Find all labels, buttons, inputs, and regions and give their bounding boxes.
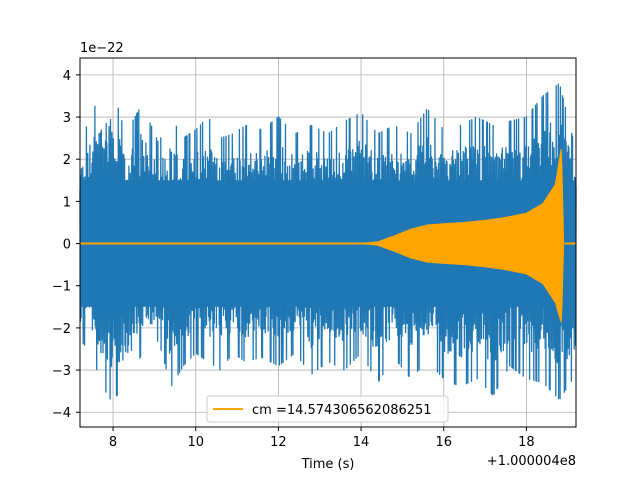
y-tick-label: −3 bbox=[52, 364, 71, 379]
x-tick-label: 12 bbox=[270, 435, 287, 450]
x-tick-label: 14 bbox=[353, 435, 370, 450]
y-axis: −4 −3 −2 −1 0 1 2 3 4 bbox=[52, 69, 80, 421]
y-scale-text: 1e−22 bbox=[80, 41, 124, 56]
legend: cm =14.574306562086251 bbox=[206, 395, 449, 423]
y-tick-label: 2 bbox=[63, 153, 71, 168]
x-tick-label: 10 bbox=[187, 435, 204, 450]
y-tick-label: −1 bbox=[52, 280, 71, 295]
x-offset-text: +1.000004e8 bbox=[487, 454, 576, 469]
x-axis-label: Time (s) bbox=[301, 457, 355, 472]
y-tick-label: 0 bbox=[63, 238, 71, 253]
plot-frame bbox=[79, 57, 577, 428]
x-axis: 8 10 12 14 16 18 bbox=[109, 427, 535, 450]
y-tick-label: −4 bbox=[52, 406, 71, 421]
y-tick-label: 3 bbox=[63, 111, 71, 126]
waveform-series bbox=[80, 149, 576, 323]
legend-box bbox=[206, 395, 449, 423]
x-tick-label: 16 bbox=[435, 435, 452, 450]
y-tick-label: −2 bbox=[52, 322, 71, 337]
y-tick-label: 4 bbox=[63, 69, 71, 84]
x-tick-label: 18 bbox=[518, 435, 535, 450]
y-tick-label: 1 bbox=[63, 195, 71, 210]
x-tick-label: 8 bbox=[109, 435, 117, 450]
legend-label-waveform: cm =14.574306562086251 bbox=[252, 403, 432, 418]
